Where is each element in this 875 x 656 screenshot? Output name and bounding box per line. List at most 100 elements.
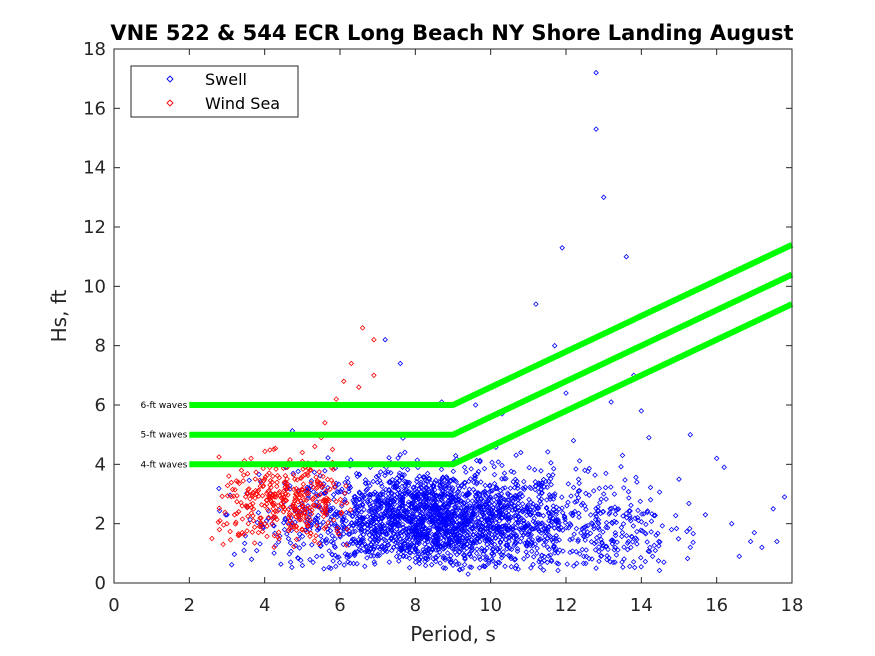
swell-point	[592, 472, 598, 478]
swell-point	[394, 475, 400, 482]
swell-point	[465, 571, 471, 577]
swell-point	[280, 519, 287, 526]
swell-point	[618, 524, 625, 531]
swell-point	[595, 524, 602, 531]
wind-sea-point	[330, 466, 337, 473]
wind-sea-point	[246, 486, 252, 492]
swell-point	[534, 545, 540, 552]
swell-point	[368, 514, 374, 520]
swell-point	[365, 480, 372, 486]
swell-point	[603, 470, 609, 477]
swell-point	[405, 501, 411, 508]
threshold-line	[189, 242, 794, 408]
swell-point	[446, 483, 452, 489]
swell-point	[524, 543, 531, 549]
swell-point	[395, 520, 401, 526]
swell-point	[508, 546, 515, 553]
swell-point	[308, 483, 314, 489]
swell-point	[388, 527, 394, 533]
wind-sea-point	[347, 507, 354, 513]
swell-point	[470, 503, 476, 509]
swell-point	[478, 496, 484, 503]
swell-point	[411, 523, 418, 530]
swell-point	[513, 452, 519, 458]
swell-point	[336, 554, 342, 560]
swell-point	[418, 535, 425, 542]
swell-point	[532, 505, 538, 512]
swell-point	[486, 495, 493, 502]
swell-point	[420, 474, 427, 480]
swell-point	[747, 538, 754, 545]
y-tick-label: 6	[95, 395, 106, 416]
swell-point	[513, 481, 519, 487]
swell-point	[624, 546, 631, 553]
swell-point	[382, 469, 389, 476]
swell-point	[470, 532, 476, 538]
swell-point	[384, 504, 390, 511]
wind-sea-point	[286, 510, 293, 517]
swell-point	[317, 522, 324, 528]
swell-point	[537, 511, 543, 518]
wind-sea-point	[256, 523, 263, 530]
swell-point	[444, 541, 450, 547]
swell-point	[649, 553, 656, 560]
wind-sea-point	[216, 526, 223, 533]
swell-point	[549, 519, 556, 526]
swell-point	[505, 490, 511, 496]
wind-sea-point	[297, 516, 304, 523]
swell-point	[452, 513, 459, 520]
swell-point	[522, 523, 529, 530]
wind-sea-point	[292, 476, 298, 482]
swell-point	[481, 515, 487, 521]
swell-point	[469, 518, 475, 524]
y-tick-label: 10	[83, 276, 106, 297]
swell-point	[384, 542, 391, 549]
swell-point	[495, 508, 501, 515]
swell-point	[538, 530, 545, 536]
swell-point	[628, 544, 634, 551]
legend-swell-marker	[166, 75, 174, 83]
wind-sea-point	[249, 529, 256, 535]
swell-point	[445, 498, 451, 505]
swell-point	[503, 515, 509, 521]
wind-sea-point	[317, 492, 323, 498]
swell-point	[328, 514, 335, 520]
wind-sea-point	[235, 532, 242, 539]
swell-point	[418, 515, 424, 522]
swell-point	[336, 510, 343, 516]
swell-point	[360, 535, 366, 542]
swell-point	[399, 529, 406, 535]
swell-point	[416, 557, 423, 563]
swell-point	[309, 542, 315, 548]
swell-point	[397, 500, 403, 507]
wind-sea-point	[311, 502, 318, 509]
swell-point	[513, 493, 520, 499]
swell-point	[514, 545, 521, 552]
wind-sea-point	[287, 517, 293, 524]
swell-point	[304, 484, 310, 491]
swell-point	[456, 561, 462, 567]
swell-point	[299, 562, 306, 569]
wind-sea-point	[244, 490, 251, 496]
swell-point	[593, 539, 599, 545]
swell-point	[531, 525, 538, 532]
swell-point	[510, 525, 516, 532]
swell-point	[359, 501, 366, 507]
wind-sea-point	[216, 505, 223, 511]
swell-point	[582, 537, 588, 543]
swell-point	[553, 509, 560, 515]
wind-sea-point	[224, 482, 231, 489]
swell-point	[486, 489, 493, 495]
swell-point	[354, 509, 360, 516]
swell-point	[439, 474, 446, 481]
swell-point	[385, 497, 391, 503]
x-tick-label: 6	[334, 595, 345, 616]
swell-point	[553, 517, 559, 524]
swell-point	[550, 539, 556, 545]
swell-point	[521, 556, 527, 562]
swell-point	[352, 493, 359, 500]
swell-point	[508, 468, 514, 475]
swell-point	[555, 567, 561, 574]
swell-point	[713, 455, 720, 462]
swell-point	[648, 518, 655, 524]
